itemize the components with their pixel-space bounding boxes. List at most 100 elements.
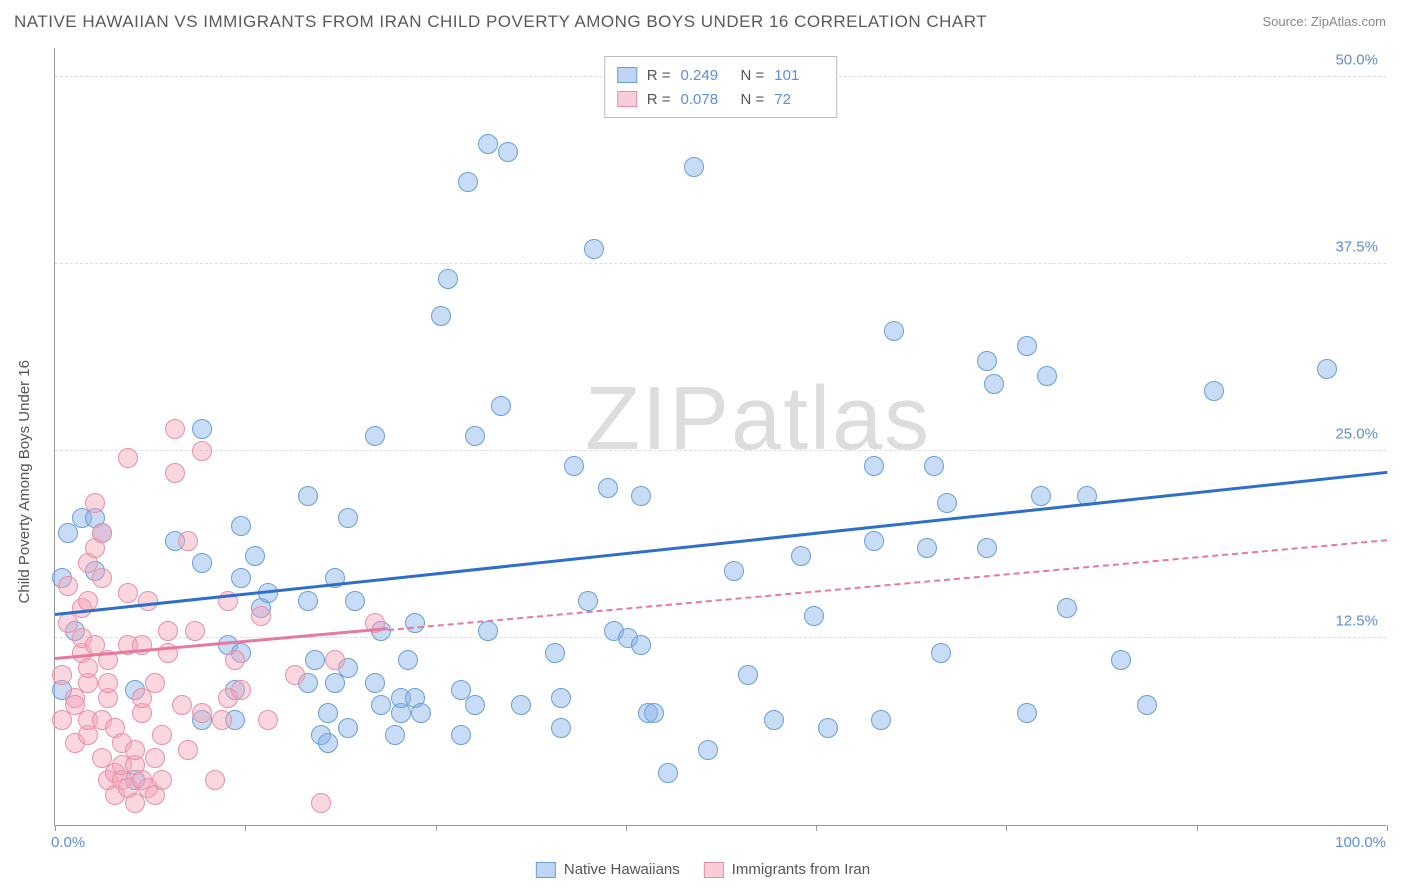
scatter-point — [178, 740, 198, 760]
scatter-point — [551, 718, 571, 738]
scatter-point — [118, 448, 138, 468]
scatter-point — [245, 546, 265, 566]
watermark-bold: ZIP — [585, 369, 731, 469]
scatter-point — [318, 733, 338, 753]
y-tick-label: 50.0% — [1335, 51, 1378, 68]
scatter-point — [178, 531, 198, 551]
scatter-point — [185, 621, 205, 641]
scatter-point — [318, 703, 338, 723]
gridline — [55, 450, 1386, 451]
scatter-point — [631, 635, 651, 655]
gridline — [55, 263, 1386, 264]
scatter-point — [931, 643, 951, 663]
scatter-point — [937, 493, 957, 513]
scatter-point — [984, 374, 1004, 394]
r-value: 0.078 — [681, 91, 731, 108]
scatter-point — [325, 650, 345, 670]
x-label-right: 100.0% — [1335, 834, 1386, 851]
scatter-point — [231, 568, 251, 588]
legend-label: Native Hawaiians — [564, 861, 680, 878]
scatter-point — [884, 321, 904, 341]
scatter-point — [478, 134, 498, 154]
swatch-icon — [617, 91, 637, 107]
scatter-point — [92, 568, 112, 588]
scatter-point — [864, 531, 884, 551]
r-label: R = — [647, 67, 671, 84]
scatter-point — [258, 710, 278, 730]
scatter-point — [1317, 359, 1337, 379]
legend-label: Immigrants from Iran — [732, 861, 870, 878]
scatter-point — [205, 770, 225, 790]
watermark: ZIPatlas — [585, 368, 931, 471]
y-tick-label: 25.0% — [1335, 425, 1378, 442]
scatter-point — [365, 426, 385, 446]
n-label: N = — [741, 91, 765, 108]
scatter-point — [158, 621, 178, 641]
scatter-point — [1017, 703, 1037, 723]
scatter-point — [52, 665, 72, 685]
x-tick — [626, 825, 627, 831]
scatter-point — [298, 591, 318, 611]
x-tick — [1387, 825, 1388, 831]
scatter-point — [491, 396, 511, 416]
scatter-point — [584, 239, 604, 259]
scatter-point — [231, 516, 251, 536]
n-value: 101 — [774, 67, 824, 84]
scatter-point — [478, 621, 498, 641]
scatter-point — [451, 725, 471, 745]
r-label: R = — [647, 91, 671, 108]
scatter-point — [1137, 695, 1157, 715]
x-tick — [1197, 825, 1198, 831]
r-value: 0.249 — [681, 67, 731, 84]
scatter-point — [118, 583, 138, 603]
scatter-point — [145, 673, 165, 693]
scatter-point — [311, 793, 331, 813]
scatter-point — [658, 763, 678, 783]
scatter-point — [564, 456, 584, 476]
legend-row-hawaiian: R = 0.249 N = 101 — [617, 63, 825, 87]
swatch-icon — [704, 862, 724, 878]
swatch-icon — [536, 862, 556, 878]
n-label: N = — [741, 67, 765, 84]
correlation-legend: R = 0.249 N = 101 R = 0.078 N = 72 — [604, 56, 838, 118]
scatter-point — [285, 665, 305, 685]
y-axis-label: Child Poverty Among Boys Under 16 — [16, 360, 33, 603]
scatter-point — [917, 538, 937, 558]
scatter-point — [58, 576, 78, 596]
scatter-point — [578, 591, 598, 611]
x-label-left: 0.0% — [51, 834, 85, 851]
scatter-point — [551, 688, 571, 708]
scatter-point — [172, 695, 192, 715]
scatter-point — [192, 419, 212, 439]
scatter-point — [225, 650, 245, 670]
scatter-point — [385, 725, 405, 745]
scatter-point — [465, 695, 485, 715]
legend-item-iran: Immigrants from Iran — [704, 861, 870, 878]
scatter-point — [305, 650, 325, 670]
scatter-point — [598, 478, 618, 498]
chart-title: NATIVE HAWAIIAN VS IMMIGRANTS FROM IRAN … — [14, 12, 987, 32]
scatter-point — [545, 643, 565, 663]
trend-line — [388, 539, 1387, 631]
scatter-point — [405, 613, 425, 633]
source-attribution: Source: ZipAtlas.com — [1262, 14, 1386, 29]
scatter-point — [1057, 598, 1077, 618]
scatter-point — [212, 710, 232, 730]
legend-row-iran: R = 0.078 N = 72 — [617, 87, 825, 111]
scatter-point — [924, 456, 944, 476]
scatter-point — [977, 351, 997, 371]
scatter-point — [644, 703, 664, 723]
scatter-point — [724, 561, 744, 581]
scatter-chart: ZIPatlas R = 0.249 N = 101 R = 0.078 N =… — [54, 48, 1386, 826]
scatter-point — [338, 508, 358, 528]
series-legend: Native Hawaiians Immigrants from Iran — [536, 861, 870, 878]
scatter-point — [465, 426, 485, 446]
scatter-point — [192, 441, 212, 461]
gridline — [55, 637, 1386, 638]
scatter-point — [125, 740, 145, 760]
scatter-point — [345, 591, 365, 611]
scatter-point — [85, 493, 105, 513]
scatter-point — [398, 650, 418, 670]
x-tick — [55, 825, 56, 831]
x-tick — [436, 825, 437, 831]
